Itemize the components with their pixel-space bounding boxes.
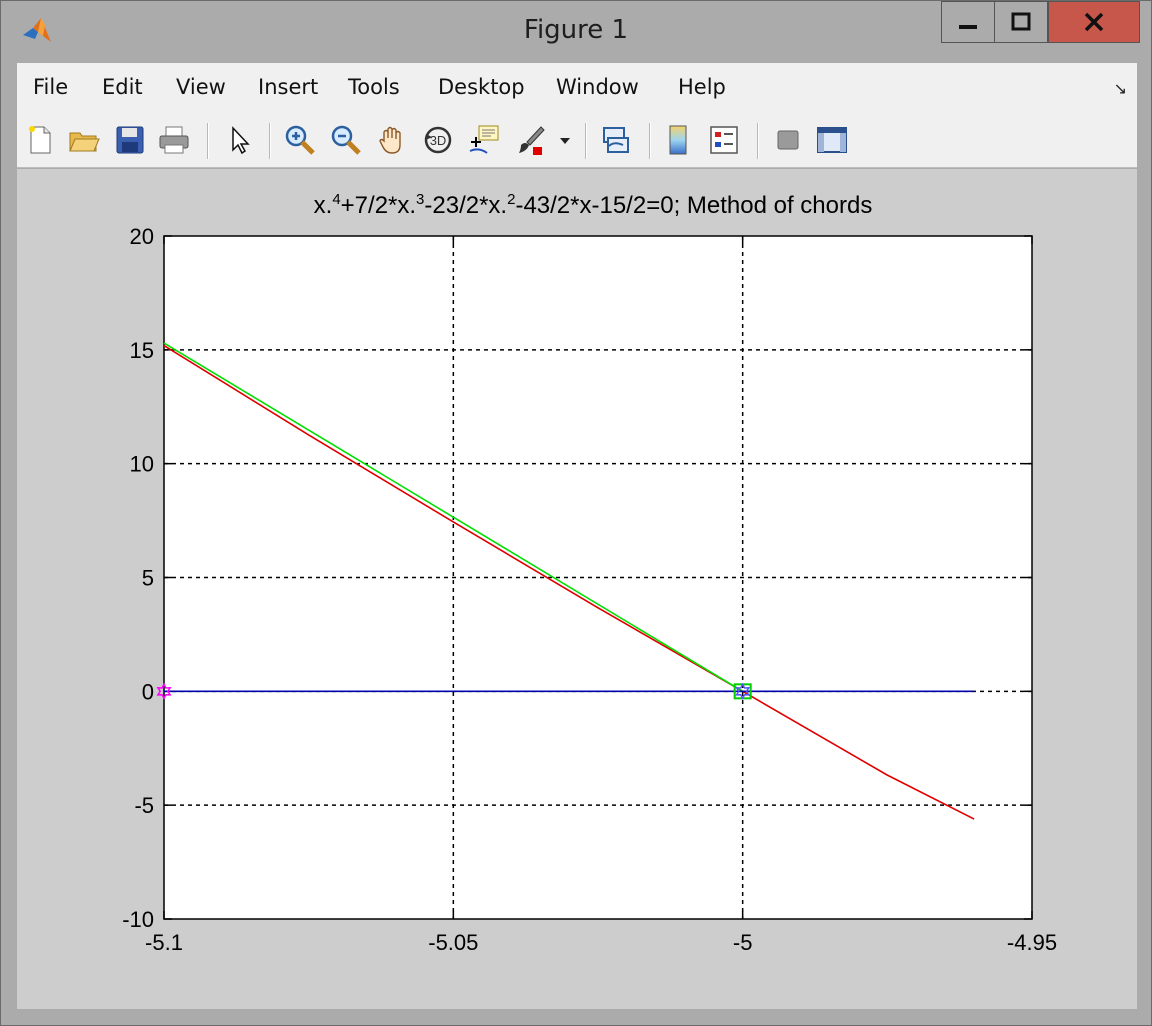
link-plot-icon[interactable] <box>599 123 633 157</box>
hexagram-marker <box>735 682 751 700</box>
y-tick-label: -10 <box>122 907 154 932</box>
y-tick-label: 0 <box>142 679 154 704</box>
axis-ticks: -5.1 -5.05 -5 -4.95 -10 -5 0 5 10 15 20 <box>122 224 1057 955</box>
rotate-3d-icon[interactable]: 3D <box>421 123 455 157</box>
menu-desktop[interactable]: Desktop <box>438 75 525 99</box>
toolbar-separator <box>585 123 587 159</box>
figure-toolbar: 3D <box>17 115 1137 168</box>
y-tick-label: 20 <box>130 224 154 249</box>
title-part: x. <box>314 192 333 219</box>
zoom-out-icon[interactable] <box>329 123 363 157</box>
menu-window[interactable]: Window <box>556 75 639 99</box>
y-tick-label: 15 <box>130 338 154 363</box>
x-tick-label: -4.95 <box>1007 930 1057 955</box>
x-tick-label: -5.1 <box>145 930 183 955</box>
save-icon[interactable] <box>113 123 147 157</box>
title-part: +7/2*x. <box>341 192 416 219</box>
svg-text:3D: 3D <box>430 133 447 148</box>
show-plot-tools-icon[interactable] <box>815 123 849 157</box>
title-bar[interactable]: Figure 1 <box>1 1 1151 63</box>
function-curve <box>163 344 975 820</box>
toolbar-separator <box>269 123 271 159</box>
y-tick-label: 5 <box>142 566 154 591</box>
pan-icon[interactable] <box>375 123 409 157</box>
print-icon[interactable] <box>157 123 191 157</box>
toolbar-separator <box>649 123 651 159</box>
title-superscript: 3 <box>416 191 424 208</box>
chart-title: x.4+7/2*x.3-23/2*x.2-43/2*x-15/2=0; Meth… <box>314 191 873 219</box>
menu-bar: File Edit View Insert Tools Desktop Wind… <box>17 63 1137 116</box>
menu-help[interactable]: Help <box>678 75 726 99</box>
title-part: -43/2*x-15/2=0; Method of chords <box>515 192 872 219</box>
toolbar-separator <box>757 123 759 159</box>
menu-edit[interactable]: Edit <box>102 75 143 99</box>
title-superscript: 4 <box>332 191 340 208</box>
menu-insert[interactable]: Insert <box>258 75 319 99</box>
brush-icon[interactable] <box>513 123 547 157</box>
window-title: Figure 1 <box>523 15 629 45</box>
hide-plot-tools-icon[interactable] <box>771 123 805 157</box>
x-tick-label: -5 <box>733 930 753 955</box>
minimize-icon <box>959 25 977 29</box>
data-series <box>163 342 975 820</box>
insert-colorbar-icon[interactable] <box>661 123 695 157</box>
minimize-button[interactable] <box>941 1 995 43</box>
matlab-logo-icon <box>21 15 53 47</box>
menu-tools[interactable]: Tools <box>348 75 400 99</box>
edit-plot-icon[interactable] <box>223 123 257 157</box>
plot-svg: x.4+7/2*x.3-23/2*x.2-43/2*x-15/2=0; Meth… <box>122 191 1057 955</box>
insert-legend-icon[interactable] <box>707 123 741 157</box>
hexagram-marker <box>156 682 172 700</box>
y-tick-label: 10 <box>130 452 154 477</box>
brush-dropdown-icon[interactable] <box>557 123 573 157</box>
maximize-button[interactable] <box>994 1 1048 43</box>
new-figure-icon[interactable] <box>23 123 57 157</box>
menu-file[interactable]: File <box>33 75 69 99</box>
chord-line <box>163 342 744 693</box>
y-tick-label: -5 <box>134 793 154 818</box>
x-tick-label: -5.05 <box>428 930 478 955</box>
title-part: -23/2*x. <box>424 192 507 219</box>
open-file-icon[interactable] <box>67 123 101 157</box>
undock-arrow-icon[interactable]: ↘ <box>1113 79 1127 98</box>
data-cursor-icon[interactable] <box>467 123 501 157</box>
close-icon <box>1084 12 1104 32</box>
close-button[interactable] <box>1048 1 1140 43</box>
figure-canvas: x.4+7/2*x.3-23/2*x.2-43/2*x-15/2=0; Meth… <box>17 169 1137 1009</box>
data-markers <box>156 682 752 700</box>
title-superscript: 2 <box>507 191 515 208</box>
toolbar-separator <box>207 123 209 159</box>
menu-view[interactable]: View <box>176 75 226 99</box>
maximize-icon <box>1011 12 1031 31</box>
zoom-in-icon[interactable] <box>283 123 317 157</box>
